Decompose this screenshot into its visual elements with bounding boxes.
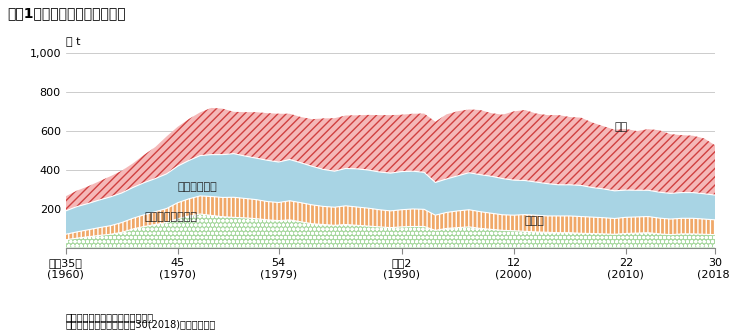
Text: 輸入: 輸入 (615, 122, 628, 132)
Text: うんしゅうみかん: うんしゅうみかん (144, 212, 197, 222)
Text: 注：各年度の数値。平成30(2018)年度は概算値: 注：各年度の数値。平成30(2018)年度は概算値 (66, 319, 216, 329)
Text: 万 t: 万 t (66, 37, 80, 47)
Text: 図表1　果実の生産量・輸入量: 図表1 果実の生産量・輸入量 (7, 7, 126, 20)
Text: りんご: りんご (525, 215, 545, 226)
Text: その他の果実: その他の果実 (177, 182, 218, 192)
Text: 資料：農林水産省「食料需給表」: 資料：農林水産省「食料需給表」 (66, 312, 154, 322)
